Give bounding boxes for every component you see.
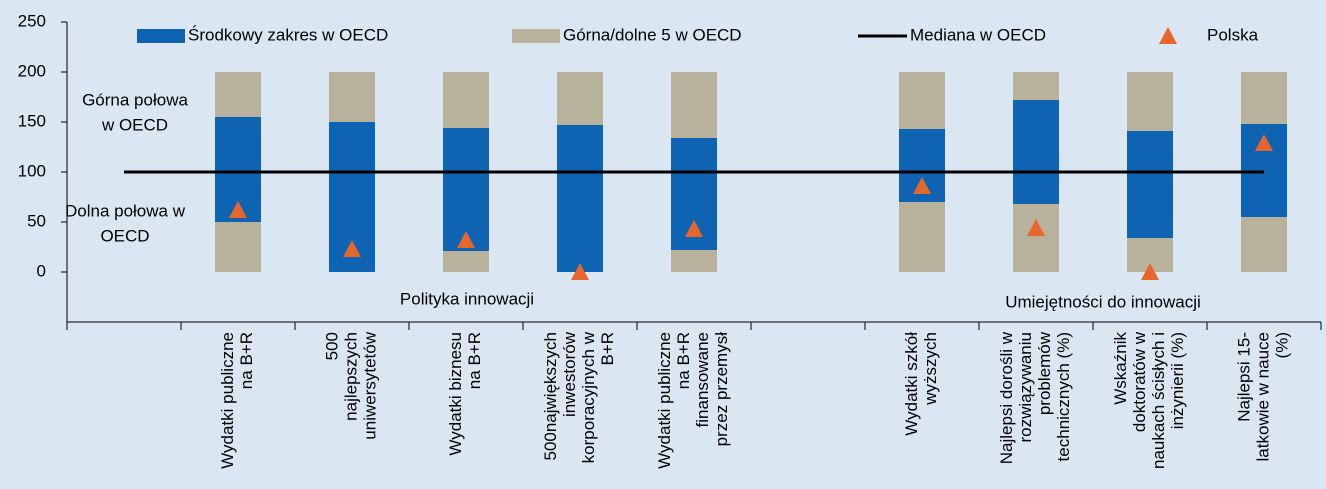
x-tick-label-line: problemów [1035,331,1054,415]
x-tick-label-line: (%) [1272,332,1291,358]
middle-band [1127,131,1173,238]
x-tick-label-line: Wydatki publiczne [655,332,674,469]
legend-swatch [137,29,185,43]
x-tick-label-line: przez przemysł [712,332,731,447]
lower-band [1241,217,1287,272]
y-tick-label: 150 [18,111,46,130]
x-tick-label-line: korporacyjnych w [579,331,598,463]
upper-band [1127,72,1173,131]
polska-marker [1141,263,1159,280]
x-tick-label: Wydatki publiczne na B+R finansowane przez … [655,332,731,469]
x-tick-label: Wskaźnik doktoratów w naukach ścisłych i in… [1111,331,1187,469]
middle-band [443,128,489,251]
y-tick-label: 50 [27,211,46,230]
polska-marker [913,177,931,194]
x-tick-label-line: inwestorów [560,331,579,417]
annotation: Umiejętności do innowacji [1005,292,1201,311]
y-tick-label: 100 [18,161,46,180]
x-tick-label: 500 najlepszych uniwersytetów [322,331,379,439]
legend-label: Górna/dolne 5 w OECD [563,25,742,44]
x-tick-label-line: najlepszych [341,332,360,421]
upper-band [1241,72,1287,124]
x-tick-label-line: inżynierii (%) [1168,332,1187,429]
annotation: Górna połowa [82,90,188,109]
x-tick-label-line: uniwersytetów [360,331,379,439]
y-tick-label: 250 [18,11,46,30]
x-tick-label-line: na B+R [465,332,484,389]
x-tick-label-line: Najlepsi 15- [1234,332,1253,422]
x-tick-label-line: Wydatki szkół [902,332,921,436]
polska-marker [229,201,247,218]
x-tick-label: Wydatki publiczne na B+R [218,332,256,469]
y-tick-label: 200 [18,61,46,80]
legend-swatch [1159,27,1177,44]
x-tick-label-line: Najlepsi dorośli w [997,331,1016,464]
x-tick-label-line: na B+R [674,332,693,389]
upper-band [1013,72,1059,100]
legend-swatch [512,29,560,43]
annotation: w OECD [101,115,168,134]
upper-band [329,72,375,122]
lower-band [1013,204,1059,272]
x-tick-label-line: Wydatki publiczne [218,332,237,469]
polska-marker [685,220,703,237]
polska-marker [1027,219,1045,236]
x-tick-label-line: 500 [322,332,341,360]
polska-marker [343,240,361,257]
lower-band [215,222,261,272]
lower-band [899,202,945,272]
upper-band [899,72,945,129]
legend-label: Środkowy zakres w OECD [188,25,388,44]
x-tick-label-line: Wydatki biznesu [446,332,465,456]
x-tick-label-line: rozwiązywaniu [1016,332,1035,443]
x-tick-label-line: naukach ścisłych i [1149,332,1168,469]
x-tick-label: Wydatki biznesu na B+R [446,332,484,456]
annotation: Polityka innowacji [400,289,534,308]
y-tick-label: 0 [37,261,46,280]
x-tick-label-line: technicznych (%) [1054,332,1073,461]
polska-marker [571,263,589,280]
x-tick-label-line: finansowane [693,332,712,427]
x-tick-label: Wydatki szkół wyższych [902,332,940,436]
x-tick-label-line: B+R [598,332,617,366]
annotation: OECD [100,226,149,245]
annotation: Dolna połowa w [65,201,186,220]
middle-band [1013,100,1059,204]
polska-marker [457,231,475,248]
x-tick-label-line: wyższych [921,332,940,406]
legend-label: Mediana w OECD [910,25,1046,44]
x-tick-label-line: latkowie w nauce [1253,332,1272,461]
lower-band [443,251,489,272]
x-tick-label-line: doktoratów w [1130,331,1149,432]
legend-label: Polska [1207,25,1259,44]
lower-band [671,250,717,272]
x-tick-label-line: 500największych [541,332,560,461]
upper-band [443,72,489,128]
upper-band [557,72,603,125]
upper-band [215,72,261,117]
middle-band [557,125,603,272]
x-tick-label: 500największych inwestorów korporacyjnych … [541,331,617,463]
x-tick-label-line: na B+R [237,332,256,389]
x-tick-label-line: Wskaźnik [1111,332,1130,405]
x-tick-label: Najlepsi 15- latkowie w nauce (%) [1234,332,1291,461]
upper-band [671,72,717,138]
polska-marker [1255,134,1273,151]
x-tick-label: Najlepsi dorośli w rozwiązywaniu problemów… [997,331,1073,464]
